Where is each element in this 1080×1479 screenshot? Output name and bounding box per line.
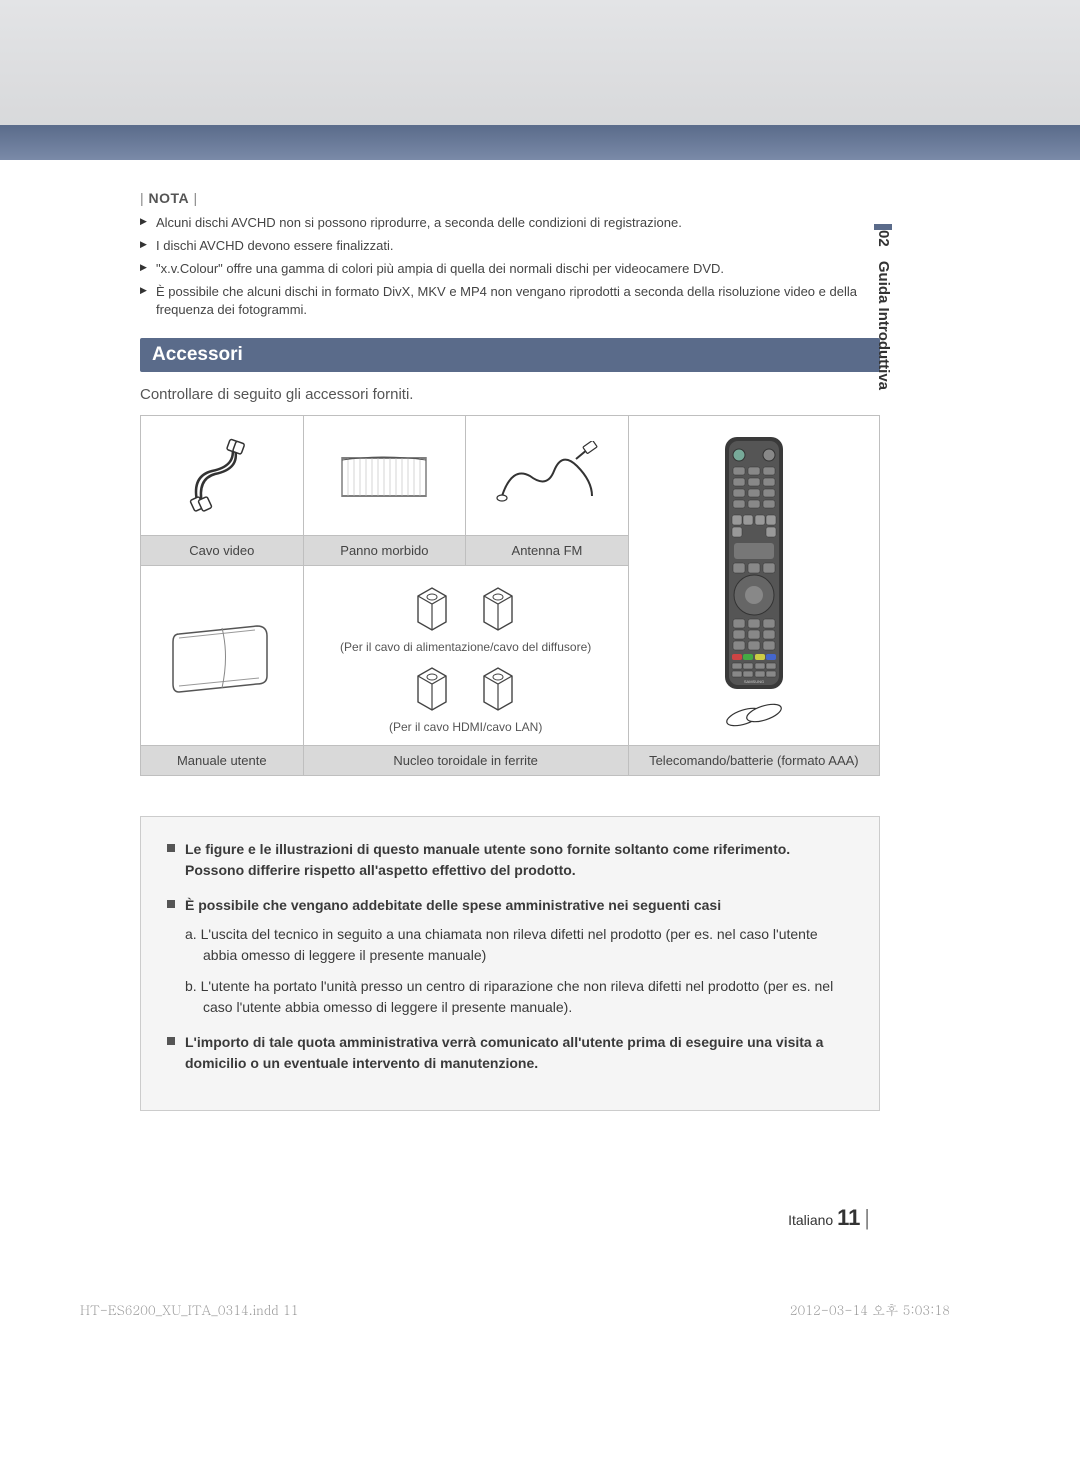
- manual-image: [141, 566, 304, 746]
- nota-list: Alcuni dischi AVCHD non si possono ripro…: [140, 214, 880, 320]
- nota-item: "x.v.Colour" offre una gamma di colori p…: [140, 260, 880, 279]
- remote-image: SAMSUNG: [628, 416, 879, 746]
- ferrite-image: (Per il cavo di alimentazione/cavo del d…: [303, 566, 628, 746]
- ferrite-caption: (Per il cavo HDMI/cavo LAN): [389, 720, 542, 734]
- nota-item: I dischi AVCHD devono essere finalizzati…: [140, 237, 880, 256]
- notice-box: Le figure e le illustrazioni di questo m…: [140, 816, 880, 1111]
- section-intro: Controllare di seguito gli accessori for…: [140, 386, 880, 403]
- notice-item: Le figure e le illustrazioni di questo m…: [167, 839, 853, 881]
- accessory-label: Cavo video: [141, 536, 304, 566]
- ferrite-icon: [474, 582, 524, 632]
- accessory-label: Nucleo toroidale in ferrite: [303, 746, 628, 776]
- antenna-image: [466, 416, 629, 536]
- cable-icon: [182, 436, 262, 516]
- footer-page: 11: [837, 1205, 860, 1230]
- batteries-icon: [719, 699, 789, 729]
- ferrite-icon: [408, 662, 458, 712]
- accessory-label: Panno morbido: [303, 536, 466, 566]
- accessory-label: Telecomando/batterie (formato AAA): [628, 746, 879, 776]
- notice-subitem: b. L'utente ha portato l'unità presso un…: [185, 976, 853, 1018]
- nota-heading: NOTA: [140, 190, 880, 206]
- side-tab-label: Guida Introduttiva: [875, 261, 892, 390]
- ferrite-icon: [474, 662, 524, 712]
- svg-text:SAMSUNG: SAMSUNG: [744, 679, 764, 684]
- section-title: Accessori: [140, 338, 880, 372]
- footer-lang: Italiano: [788, 1212, 833, 1228]
- print-timestamp: 2012-03-14 오후 5:03:18: [790, 1300, 950, 1319]
- panno-image: [303, 416, 466, 536]
- nota-item: È possibile che alcuni dischi in formato…: [140, 283, 880, 321]
- print-footer: HT-ES6200_XU_ITA_0314.indd 11 2012-03-14…: [80, 1300, 950, 1319]
- accessory-label: Manuale utente: [141, 746, 304, 776]
- ferrite-icon: [408, 582, 458, 632]
- notice-item: È possibile che vengano addebitate delle…: [167, 895, 853, 1018]
- notice-item: L'importo di tale quota amministrativa v…: [167, 1032, 853, 1074]
- manual-icon: [167, 616, 277, 696]
- ferrite-caption: (Per il cavo di alimentazione/cavo del d…: [340, 640, 591, 654]
- page-number: Italiano 11: [788, 1205, 870, 1231]
- remote-icon: SAMSUNG: [719, 433, 789, 693]
- print-file: HT-ES6200_XU_ITA_0314.indd 11: [80, 1300, 299, 1319]
- accessory-label: Antenna FM: [466, 536, 629, 566]
- antenna-icon: [492, 441, 602, 511]
- cavo-video-image: [141, 416, 304, 536]
- cloth-icon: [334, 446, 434, 506]
- accessories-table: SAMSUNG Cavo video Panno morbido Antenna…: [140, 415, 880, 776]
- header-band: [0, 0, 1080, 160]
- nota-item: Alcuni dischi AVCHD non si possono ripro…: [140, 214, 880, 233]
- notice-item-text: È possibile che vengano addebitate delle…: [185, 897, 721, 913]
- notice-subitem: a. L'uscita del tecnico in seguito a una…: [185, 924, 853, 966]
